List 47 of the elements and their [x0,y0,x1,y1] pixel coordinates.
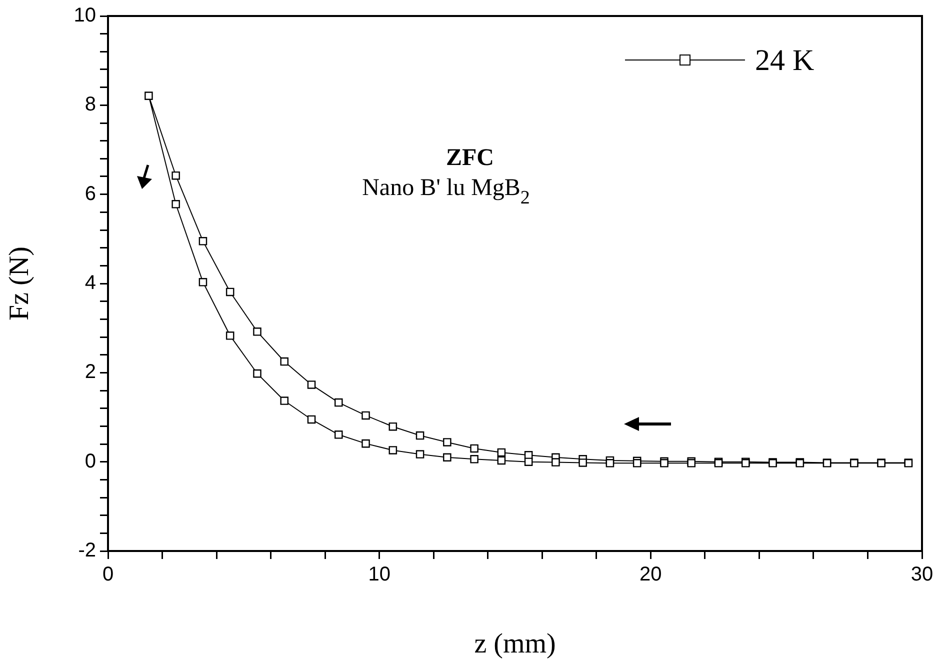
x-tick-label: 0 [102,564,114,586]
point [172,171,180,180]
y-tick-label: 4 [84,272,96,294]
point [578,458,587,467]
point [470,455,478,464]
y-tick-label: 0 [84,450,96,472]
point [307,380,316,389]
point [416,431,424,440]
point [144,92,153,100]
y-tick-label: 2 [84,361,96,384]
point [280,357,288,366]
y-tick-label: 10 [74,4,96,27]
point [198,237,208,246]
point [280,396,288,405]
y-tick-label: 8 [84,94,96,116]
point [172,200,180,208]
point [307,415,316,424]
x-tick-label: 30 [910,564,934,586]
x-axis-title: z (mm) [474,628,556,660]
point [497,448,506,457]
x-tick-label: 10 [368,564,390,586]
point [226,332,234,340]
point [253,369,262,378]
legend-label: 24 K [755,44,814,77]
point [470,444,478,453]
x-tick-label: 20 [640,564,662,586]
point [416,450,424,458]
point [388,446,398,454]
point [524,458,533,466]
point [226,288,234,296]
point [253,328,262,336]
point [334,398,343,407]
point [198,278,208,286]
point [362,439,370,448]
point [552,458,560,466]
y-tick-label: 6 [84,182,96,205]
point [606,459,614,468]
point [632,459,642,468]
point [497,456,506,465]
point [362,411,370,420]
point [334,430,343,439]
annotation: ZFC [446,145,494,171]
point [388,422,398,431]
point [443,438,452,446]
y-tick-label: -2 [78,540,96,562]
point [443,453,452,462]
y-axis-title: Fz (N) [4,246,36,320]
